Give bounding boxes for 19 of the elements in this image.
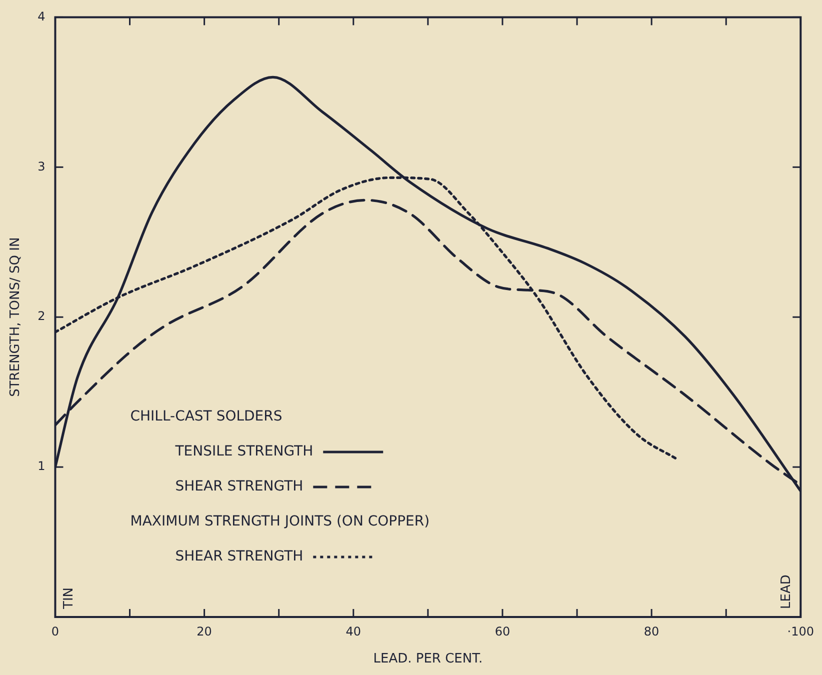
x-tick-label: 20 <box>196 624 212 638</box>
x-tick-label: 40 <box>346 624 362 638</box>
legend-label: SHEAR STRENGTH <box>175 478 304 495</box>
y-tick-label: 2 <box>38 309 46 324</box>
x-tick-label: 0 <box>51 624 60 638</box>
legend-label: TENSILE STRENGTH <box>174 444 314 460</box>
legend-label: SHEAR STRENGTH <box>175 548 304 565</box>
x-tick-label: ·100 <box>787 624 814 638</box>
annotation: CHILL-CAST SOLDERS <box>130 408 282 425</box>
x-tick-label: 80 <box>644 624 660 638</box>
annotation: LEAD <box>779 574 794 609</box>
y-axis-title: STRENGTH, TONS/ SQ IN <box>8 237 24 397</box>
x-tick-label: 60 <box>494 624 510 638</box>
annotation: TIN <box>62 588 77 610</box>
y-tick-label: 4 <box>38 9 46 24</box>
x-axis-title: LEAD. PER CENT. <box>373 652 483 667</box>
annotation: MAXIMUM STRENGTH JOINTS (ON COPPER) <box>130 514 430 530</box>
y-tick-label: 1 <box>38 459 46 474</box>
y-tick-label: 3 <box>38 159 46 174</box>
